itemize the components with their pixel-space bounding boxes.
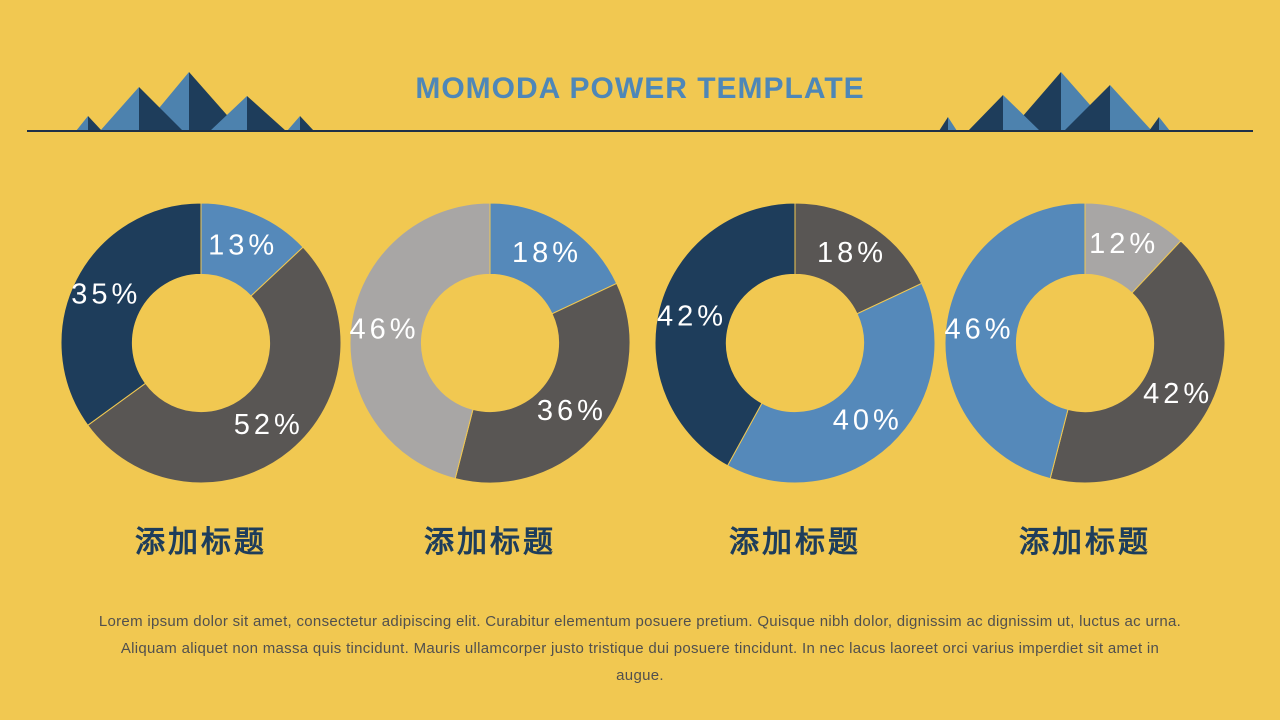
donut-slice xyxy=(1049,240,1225,483)
donut-chart-4-svg: 12% 42% 46% xyxy=(945,203,1225,483)
slice-percent-label: 46% xyxy=(945,314,1015,346)
chart-1-title: 添加标题 xyxy=(135,526,267,559)
slice-percent-label: 40% xyxy=(833,405,903,437)
slice-percent-label: 13% xyxy=(208,229,278,261)
donut-slice xyxy=(945,203,1086,480)
mountain-range-decoration xyxy=(76,72,1170,131)
donut-slice xyxy=(61,203,202,426)
donut-chart-1-svg: 13% 52% 35% xyxy=(61,203,341,483)
donut-chart-1: 13% 52% 35% 添加标题 xyxy=(61,203,341,561)
donut-slice xyxy=(489,203,618,315)
chart-4-title: 添加标题 xyxy=(1019,526,1151,559)
donut-chart-3: 18% 40% 42% 添加标题 xyxy=(655,203,935,561)
slice-percent-label: 35% xyxy=(71,279,141,311)
slice-percent-label: 18% xyxy=(817,237,887,269)
mountain-range-right-icon xyxy=(939,72,1170,131)
page-title: MOMODA POWER TEMPLATE xyxy=(415,72,865,105)
body-text: Lorem ipsum dolor sit amet, consectetur … xyxy=(98,613,1182,684)
slice-percent-label: 18% xyxy=(512,237,582,269)
donut-slice xyxy=(454,282,630,483)
slice-percent-label: 52% xyxy=(234,409,304,441)
slice-percent-label: 42% xyxy=(1143,378,1213,410)
donut-chart-3-svg: 18% 40% 42% xyxy=(655,203,935,483)
donut-slice xyxy=(726,282,935,483)
slice-percent-label: 36% xyxy=(537,395,607,427)
slice-percent-label: 46% xyxy=(350,314,420,346)
header-divider-line xyxy=(27,130,1253,132)
donut-slice xyxy=(794,203,923,315)
slice-percent-label: 42% xyxy=(657,301,727,333)
mountain-range-left-icon xyxy=(76,72,314,131)
slice-percent-label: 12% xyxy=(1089,228,1159,260)
chart-3-title: 添加标题 xyxy=(729,526,861,559)
donut-slice xyxy=(350,203,491,480)
donut-slice xyxy=(87,246,341,483)
donut-chart-4: 12% 42% 46% 添加标题 xyxy=(945,203,1225,561)
donut-chart-2: 18% 36% 46% 添加标题 xyxy=(350,203,630,561)
donut-chart-2-svg: 18% 36% 46% xyxy=(350,203,630,483)
donut-slice xyxy=(655,203,796,467)
chart-2-title: 添加标题 xyxy=(424,526,556,559)
